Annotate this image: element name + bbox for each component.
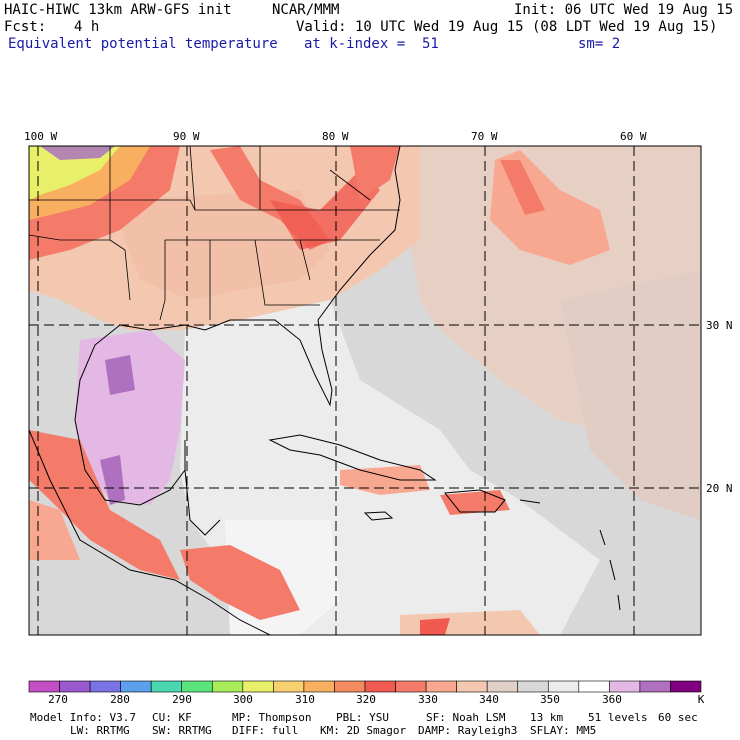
colorbar-swatch bbox=[273, 680, 305, 693]
colorbar-label-320: 320 bbox=[356, 693, 376, 706]
footer-timestep: 60 sec bbox=[658, 711, 698, 724]
colorbar-swatch bbox=[120, 680, 152, 693]
colorbar-label-300: 300 bbox=[233, 693, 253, 706]
init-time: Init: 06 UTC Wed 19 Aug 15 bbox=[514, 2, 734, 18]
colorbar bbox=[28, 680, 702, 693]
footer-diff: DIFF: full bbox=[232, 724, 299, 737]
footer-km: KM: 2D Smagor bbox=[320, 724, 407, 737]
colorbar-swatch bbox=[670, 680, 702, 693]
footer-pbl: PBL: YSU bbox=[336, 711, 389, 724]
lon-label-80w: 80 W bbox=[322, 130, 349, 143]
colorbar-label-290: 290 bbox=[172, 693, 192, 706]
map-frame bbox=[28, 145, 702, 636]
colorbar-unit: K bbox=[697, 693, 705, 706]
colorbar-label-330: 330 bbox=[418, 693, 438, 706]
colorbar-swatch bbox=[395, 680, 427, 693]
colorbar-swatch bbox=[609, 680, 641, 693]
colorbar-swatch bbox=[547, 680, 580, 693]
colorbar-swatch bbox=[59, 680, 91, 693]
footer-sflay: SFLAY: MM5 bbox=[530, 724, 597, 737]
colorbar-swatch bbox=[456, 680, 488, 693]
lon-label-70w: 70 W bbox=[471, 130, 498, 143]
footer-sw: SW: RRTMG bbox=[152, 724, 212, 737]
colorbar-label-310: 310 bbox=[295, 693, 315, 706]
lat-label-30n: 30 N bbox=[706, 319, 733, 332]
footer-sf: SF: Noah LSM bbox=[426, 711, 506, 724]
footer-damp: DAMP: Rayleigh3 bbox=[418, 724, 518, 737]
colorbar-swatch bbox=[517, 680, 549, 693]
state-borders bbox=[29, 146, 400, 321]
colorbar-swatch bbox=[150, 680, 183, 693]
colorbar-label-340: 340 bbox=[479, 693, 499, 706]
footer-mp: MP: Thompson bbox=[232, 711, 312, 724]
footer-cu: CU: KF bbox=[152, 711, 192, 724]
colorbar-swatch bbox=[242, 680, 274, 693]
field-shading bbox=[29, 146, 701, 635]
lon-label-100w: 100 W bbox=[24, 130, 57, 143]
colorbar-swatch bbox=[181, 680, 213, 693]
colorbar-swatch bbox=[211, 680, 244, 693]
coastlines bbox=[29, 146, 621, 635]
colorbar-swatch bbox=[334, 680, 366, 693]
smoothing-info: sm= 2 bbox=[578, 36, 621, 52]
colorbar-swatch bbox=[303, 680, 335, 693]
colorbar-label-350: 350 bbox=[540, 693, 560, 706]
valid-time: Valid: 10 UTC Wed 19 Aug 15 (08 LDT Wed … bbox=[296, 19, 718, 35]
colorbar-swatch bbox=[578, 680, 610, 693]
lon-label-90w: 90 W bbox=[173, 130, 200, 143]
colorbar-swatch bbox=[639, 680, 671, 693]
colorbar-swatch bbox=[425, 680, 457, 693]
graticule bbox=[29, 146, 701, 635]
footer-levels: 51 levels bbox=[588, 711, 648, 724]
model-title: HAIC-HIWC 13km ARW-GFS init bbox=[4, 2, 232, 18]
footer-lw: LW: RRTMG bbox=[70, 724, 130, 737]
colorbar-label-270: 270 bbox=[48, 693, 68, 706]
footer-resolution: 13 km bbox=[530, 711, 564, 724]
level-info: at k-index = 51 bbox=[304, 36, 439, 52]
colorbar-label-360: 360 bbox=[602, 693, 622, 706]
colorbar-swatch bbox=[486, 680, 519, 693]
colorbar-swatch bbox=[28, 680, 60, 693]
lat-label-20n: 20 N bbox=[706, 482, 733, 495]
colorbar-swatch bbox=[364, 680, 396, 693]
forecast-label: Fcst: bbox=[4, 19, 47, 35]
field-name: Equivalent potential temperature bbox=[8, 36, 278, 52]
colorbar-swatch bbox=[89, 680, 121, 693]
forecast-hour: 4 h bbox=[74, 19, 100, 35]
org-label: NCAR/MMM bbox=[272, 2, 340, 18]
lon-label-60w: 60 W bbox=[620, 130, 647, 143]
colorbar-label-280: 280 bbox=[110, 693, 130, 706]
footer-model-info: Model Info: V3.7 bbox=[30, 711, 136, 724]
